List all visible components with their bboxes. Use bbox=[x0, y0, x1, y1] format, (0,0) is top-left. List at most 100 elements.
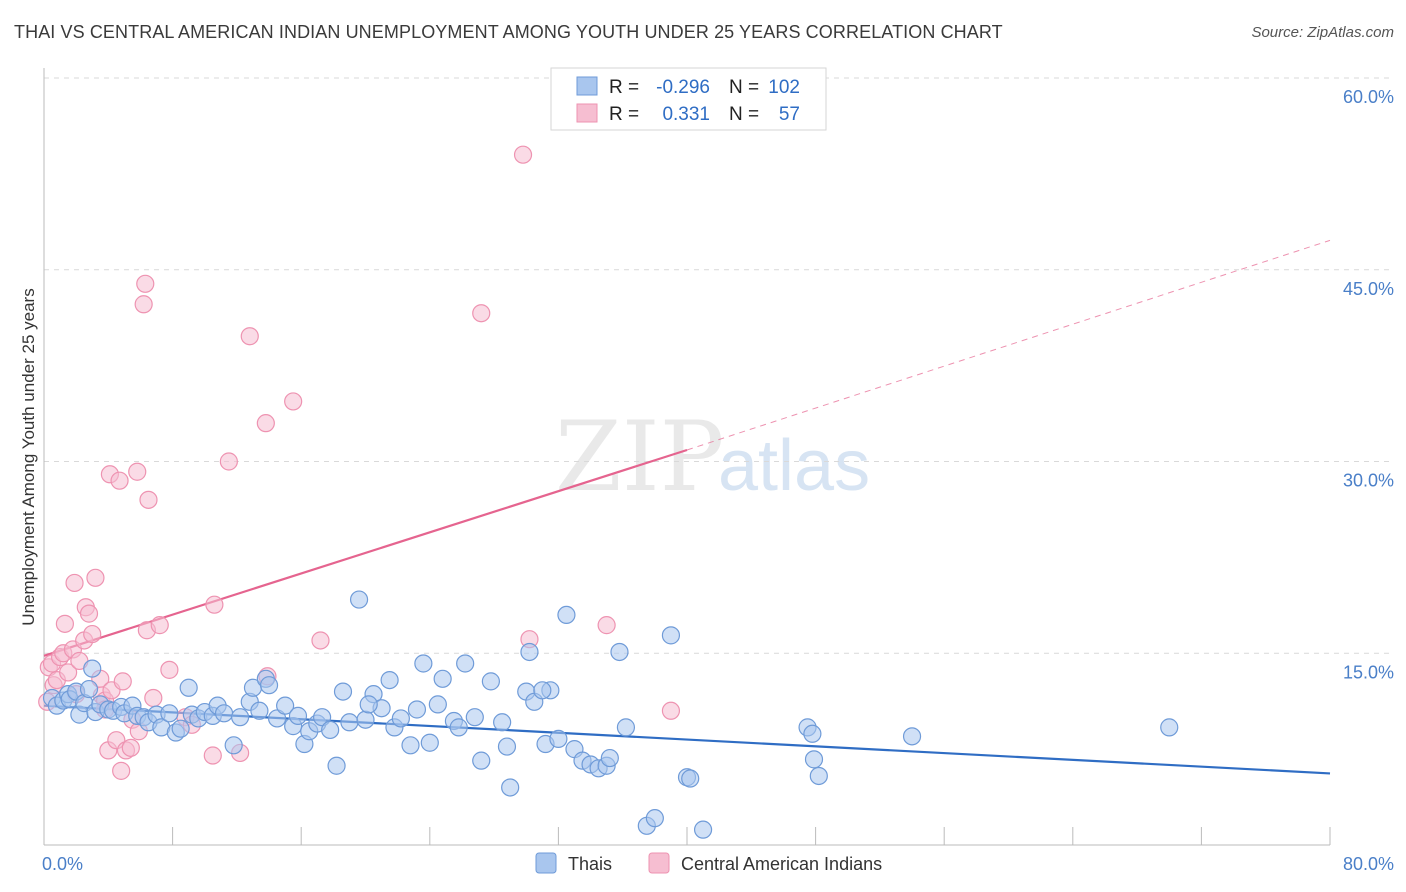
thai-point bbox=[420, 733, 439, 752]
watermark-zip: ZIP bbox=[555, 401, 724, 513]
cai-point bbox=[128, 462, 147, 481]
thai-point bbox=[312, 708, 332, 727]
thai-point bbox=[407, 700, 427, 719]
bottom-legend-label-thais: Thais bbox=[568, 854, 612, 874]
thai-point bbox=[497, 737, 517, 756]
cai-point bbox=[134, 295, 153, 314]
thai-point bbox=[449, 718, 468, 737]
legend-r-value-cai: 0.331 bbox=[662, 104, 710, 125]
thai-point bbox=[803, 724, 822, 743]
thai-point bbox=[600, 748, 619, 768]
bottom-legend-swatch-cai bbox=[648, 852, 670, 874]
cai-point bbox=[144, 688, 163, 708]
thai-point bbox=[321, 720, 340, 740]
thai-point bbox=[160, 704, 179, 723]
thai-point bbox=[259, 676, 279, 695]
thai-point bbox=[349, 590, 369, 609]
cai-point bbox=[59, 663, 78, 682]
cai-point bbox=[112, 761, 131, 780]
cai-point bbox=[83, 624, 102, 644]
cai-point bbox=[203, 746, 222, 765]
cai-point bbox=[311, 631, 330, 650]
thai-point bbox=[340, 713, 359, 732]
thai-point bbox=[645, 809, 664, 828]
legend-n-value-cai: 57 bbox=[779, 104, 800, 125]
thai-point bbox=[809, 766, 828, 786]
thai-point bbox=[533, 681, 552, 700]
y-tick-labels: 15.0% 30.0% 45.0% 60.0% bbox=[1343, 87, 1394, 682]
thai-point bbox=[380, 670, 399, 690]
thai-point bbox=[1160, 718, 1179, 737]
gridlines bbox=[44, 77, 1394, 654]
legend-n-value-thais: 102 bbox=[768, 77, 800, 98]
cai-point bbox=[256, 414, 275, 433]
x-tick-label-min: 0.0% bbox=[42, 854, 83, 874]
cai-point bbox=[597, 616, 616, 635]
thai-point bbox=[231, 708, 250, 727]
thai-point bbox=[83, 659, 102, 678]
cai-point bbox=[472, 304, 491, 323]
thai-point bbox=[465, 708, 484, 727]
cai-point bbox=[86, 568, 105, 587]
thai-point bbox=[250, 701, 269, 720]
cai-point bbox=[219, 452, 238, 471]
cai-point bbox=[113, 672, 132, 691]
series-legend: Thais Central American Indians bbox=[535, 852, 882, 874]
thai-point bbox=[414, 654, 433, 673]
cai-point bbox=[661, 701, 681, 720]
y-axis-title: Unemployment Among Youth under 25 years bbox=[19, 288, 38, 625]
cai-point bbox=[79, 604, 99, 623]
source-credit: Source: ZipAtlas.com bbox=[1251, 24, 1394, 41]
thai-point bbox=[456, 654, 475, 673]
cai-point bbox=[160, 660, 179, 679]
thai-point bbox=[610, 642, 629, 662]
thai-point bbox=[179, 678, 198, 697]
legend-swatch-thais bbox=[576, 76, 598, 96]
cai-point bbox=[55, 614, 74, 633]
bottom-legend-label-cai: Central American Indians bbox=[681, 854, 882, 874]
thai-point bbox=[472, 751, 491, 770]
thai-point bbox=[333, 682, 353, 701]
thai-point bbox=[356, 710, 375, 729]
axes bbox=[43, 68, 1331, 846]
thai-point bbox=[224, 736, 243, 755]
thai-point bbox=[481, 672, 500, 691]
legend-n-label-cai: N = bbox=[729, 104, 759, 125]
thai-point bbox=[661, 626, 681, 645]
thai-point bbox=[288, 706, 308, 725]
cai-point bbox=[284, 392, 303, 411]
thai-point bbox=[520, 642, 539, 662]
watermark-atlas: atlas bbox=[718, 426, 870, 506]
cai-point bbox=[65, 573, 84, 593]
y-tick-label-45: 45.0% bbox=[1343, 279, 1394, 299]
legend-r-value-thais: -0.296 bbox=[656, 77, 710, 98]
bottom-legend-swatch-thais bbox=[535, 852, 557, 874]
thai-point bbox=[681, 769, 700, 788]
cai-point bbox=[513, 145, 533, 164]
thai-point bbox=[267, 709, 287, 728]
trend-line-cai-extension bbox=[686, 239, 1331, 451]
thai-point bbox=[501, 778, 520, 797]
thai-point bbox=[433, 669, 452, 688]
thai-point bbox=[493, 713, 512, 732]
cai-point bbox=[136, 274, 155, 293]
thai-point bbox=[79, 679, 99, 699]
y-tick-label-60: 60.0% bbox=[1343, 87, 1394, 107]
thai-point bbox=[401, 736, 420, 755]
thai-point bbox=[327, 756, 346, 775]
points-thais bbox=[42, 590, 1179, 839]
thai-point bbox=[359, 695, 378, 714]
thai-point bbox=[616, 718, 636, 737]
thai-point bbox=[693, 820, 713, 839]
legend-swatch-cai bbox=[576, 103, 598, 123]
thai-point bbox=[804, 750, 824, 769]
correlation-legend: R = -0.296 N = 102 R = 0.331 N = 57 bbox=[550, 67, 827, 131]
thai-point bbox=[557, 605, 576, 625]
x-tick-label-max: 80.0% bbox=[1343, 854, 1394, 874]
cai-point bbox=[121, 738, 140, 757]
trend-line-cai bbox=[43, 448, 688, 657]
thai-point bbox=[391, 709, 410, 728]
thai-point bbox=[276, 696, 295, 715]
thai-point bbox=[902, 727, 922, 746]
